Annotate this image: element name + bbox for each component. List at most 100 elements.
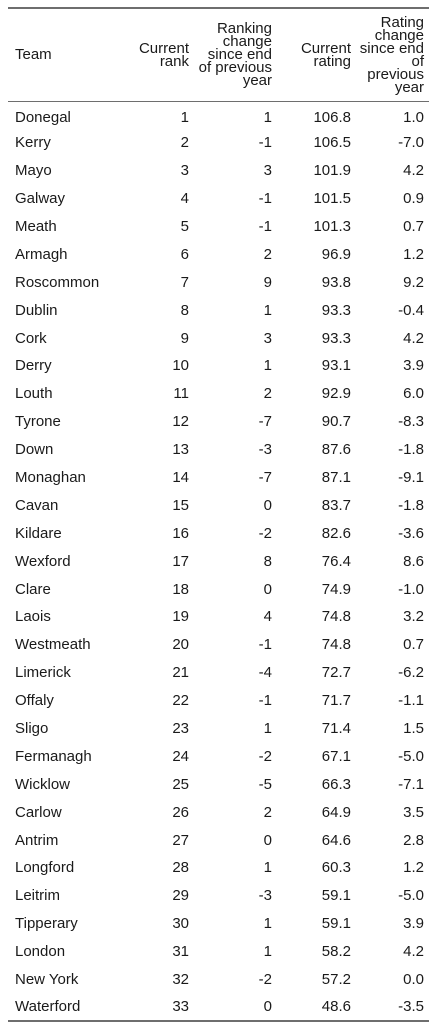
rank-cell: 25 bbox=[172, 775, 189, 793]
team-cell: Fermanagh bbox=[15, 747, 92, 765]
table-row: Dublin 8 1 93.3 -0.4 bbox=[8, 296, 429, 324]
rank-change-cell: -1 bbox=[258, 218, 272, 235]
column-header-ranking-change: Ranking change since end of previous yea… bbox=[194, 7, 277, 102]
rank-cell: 32 bbox=[172, 971, 189, 989]
column-header-label: Rating change since end of previous year bbox=[359, 13, 424, 96]
table-row: Sligo 23 1 71.4 1.5 bbox=[8, 715, 429, 743]
rank-cell: 9 bbox=[180, 329, 189, 347]
rank-cell: 15 bbox=[172, 496, 189, 514]
team-cell: Kildare bbox=[15, 524, 62, 542]
rank-change-cell: -7 bbox=[258, 469, 272, 487]
rank-cell: 2 bbox=[180, 134, 189, 152]
table-row: Waterford 33 0 48.6 -3.5 bbox=[8, 993, 429, 1023]
rating-change-cell: -0.4 bbox=[398, 301, 424, 319]
team-cell: Leitrim bbox=[15, 887, 61, 905]
rating-cell: 74.8 bbox=[321, 636, 351, 654]
table-row: Carlow 26 2 64.9 3.5 bbox=[8, 798, 429, 826]
rating-change-cell: -5.0 bbox=[398, 747, 424, 765]
rank-change-cell: 0 bbox=[263, 496, 272, 514]
rank-change-cell: -5 bbox=[258, 775, 272, 793]
team-cell: Antrim bbox=[15, 831, 59, 849]
rank-cell: 19 bbox=[172, 608, 189, 626]
team-cell: Louth bbox=[15, 385, 53, 403]
rank-change-cell: 0 bbox=[263, 831, 272, 849]
team-cell: Cavan bbox=[15, 496, 59, 514]
table-row: Leitrim 29 -3 59.1 -5.0 bbox=[8, 882, 429, 910]
rank-cell: 16 bbox=[172, 524, 189, 542]
rating-change-cell: 6.0 bbox=[403, 385, 424, 403]
team-cell: Monaghan bbox=[15, 469, 86, 487]
team-cell: Carlow bbox=[15, 803, 62, 821]
team-cell: Tipperary bbox=[15, 915, 78, 933]
rating-cell: 59.1 bbox=[321, 915, 351, 933]
rating-cell: 64.9 bbox=[321, 803, 351, 821]
rating-cell: 64.6 bbox=[321, 831, 351, 849]
table-row: Westmeath 20 -1 74.8 0.7 bbox=[8, 631, 429, 659]
rank-change-cell: 1 bbox=[263, 720, 272, 738]
rank-cell: 20 bbox=[172, 636, 189, 654]
rank-change-cell: -4 bbox=[258, 664, 272, 682]
team-cell: New York bbox=[15, 971, 79, 989]
rank-cell: 26 bbox=[172, 803, 189, 821]
rank-change-cell: -3 bbox=[258, 441, 272, 459]
team-cell: London bbox=[15, 943, 66, 961]
rank-cell: 11 bbox=[173, 385, 189, 403]
rank-cell: 22 bbox=[172, 692, 189, 710]
rank-change-cell: 2 bbox=[263, 385, 272, 403]
rank-change-cell: 1 bbox=[263, 301, 272, 319]
table-row: Mayo 3 3 101.9 4.2 bbox=[8, 157, 429, 185]
team-cell: Roscommon bbox=[15, 273, 100, 291]
rating-change-cell: 1.0 bbox=[403, 108, 424, 126]
rating-cell: 67.1 bbox=[321, 747, 351, 765]
rank-cell: 24 bbox=[172, 747, 189, 765]
rank-cell: 5 bbox=[180, 218, 189, 235]
rating-change-cell: -5.0 bbox=[398, 887, 424, 905]
table-row: Longford 28 1 60.3 1.2 bbox=[8, 854, 429, 882]
rank-change-cell: 1 bbox=[263, 108, 272, 126]
rating-cell: 57.2 bbox=[321, 971, 351, 989]
rating-cell: 92.9 bbox=[321, 385, 351, 403]
team-cell: Cork bbox=[15, 329, 47, 347]
rank-cell: 4 bbox=[180, 190, 189, 208]
rank-change-cell: -2 bbox=[258, 747, 272, 765]
rank-cell: 12 bbox=[172, 413, 189, 431]
column-header-label: Current rating bbox=[300, 39, 351, 70]
rating-cell: 72.7 bbox=[321, 664, 351, 682]
table-row: Limerick 21 -4 72.7 -6.2 bbox=[8, 659, 429, 687]
header-row: Team Current rank Ranking change since e… bbox=[8, 7, 429, 102]
team-cell: Westmeath bbox=[15, 636, 91, 654]
rating-cell: 87.1 bbox=[321, 469, 351, 487]
rank-cell: 27 bbox=[172, 831, 189, 849]
table-row: Roscommon 7 9 93.8 9.2 bbox=[8, 268, 429, 296]
rating-cell: 74.8 bbox=[321, 608, 351, 626]
rating-change-cell: -1.1 bbox=[398, 692, 424, 710]
rating-cell: 60.3 bbox=[321, 859, 351, 877]
rating-change-cell: 3.5 bbox=[403, 803, 424, 821]
column-header-label: Ranking change since end of previous yea… bbox=[198, 20, 272, 90]
team-cell: Clare bbox=[15, 580, 51, 598]
table-row: Cavan 15 0 83.7 -1.8 bbox=[8, 491, 429, 519]
rating-cell: 59.1 bbox=[321, 887, 351, 905]
rating-cell: 66.3 bbox=[321, 775, 351, 793]
column-header-rating-change: Rating change since end of previous year bbox=[356, 7, 429, 102]
table-row: New York 32 -2 57.2 0.0 bbox=[8, 966, 429, 994]
rating-change-cell: 2.8 bbox=[403, 831, 424, 849]
table-row: Monaghan 14 -7 87.1 -9.1 bbox=[8, 464, 429, 492]
table-header: Team Current rank Ranking change since e… bbox=[8, 7, 429, 102]
table-row: Meath 5 -1 101.3 0.7 bbox=[8, 213, 429, 241]
table-row: Wicklow 25 -5 66.3 -7.1 bbox=[8, 770, 429, 798]
rating-change-cell: -7.0 bbox=[398, 134, 424, 152]
rank-change-cell: 2 bbox=[263, 803, 272, 821]
table-row: Cork 9 3 93.3 4.2 bbox=[8, 324, 429, 352]
table-row: Derry 10 1 93.1 3.9 bbox=[8, 352, 429, 380]
table-row: Clare 18 0 74.9 -1.0 bbox=[8, 575, 429, 603]
rank-change-cell: 1 bbox=[263, 943, 272, 961]
team-cell: Dublin bbox=[15, 301, 58, 319]
team-cell: Derry bbox=[15, 357, 52, 375]
rank-cell: 30 bbox=[172, 915, 189, 933]
rating-change-cell: 0.7 bbox=[403, 636, 424, 654]
rank-change-cell: -1 bbox=[258, 190, 272, 208]
rank-cell: 21 bbox=[172, 664, 189, 682]
rank-cell: 23 bbox=[172, 720, 189, 738]
table-row: Armagh 6 2 96.9 1.2 bbox=[8, 240, 429, 268]
